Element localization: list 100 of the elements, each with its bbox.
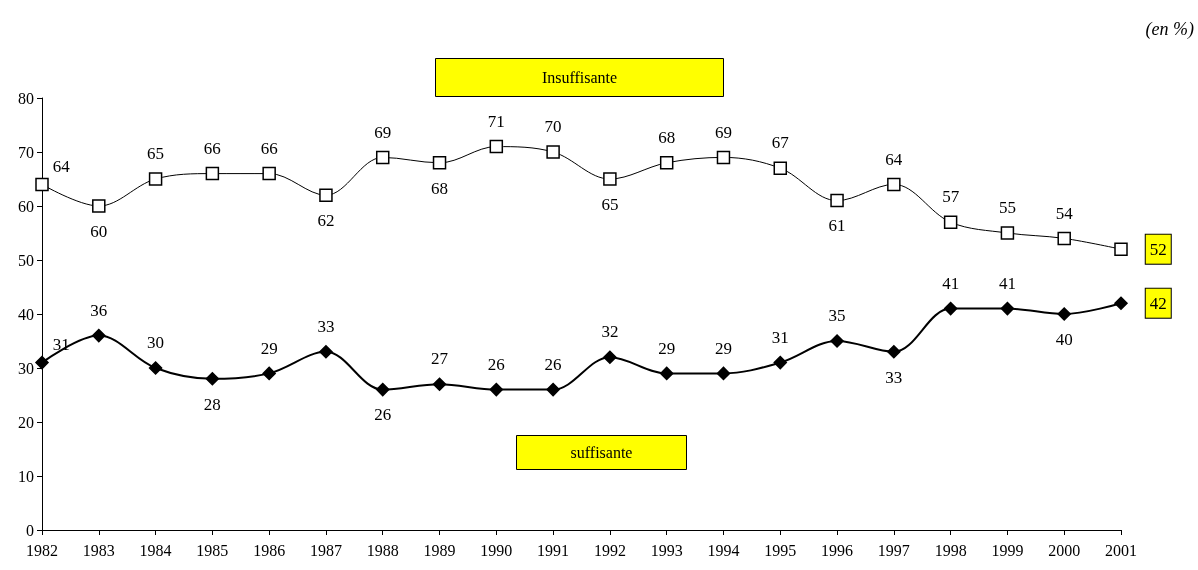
x-tick-label: 1982 [26, 541, 58, 559]
y-tick-label: 70 [18, 143, 34, 161]
point [205, 372, 220, 386]
x-tick-label: 1987 [309, 541, 342, 559]
point [716, 150, 731, 165]
x-tick-label: 1984 [139, 541, 172, 559]
x-tick-label: 1991 [537, 541, 570, 559]
point [148, 172, 163, 186]
data-label: 42 [1149, 293, 1167, 313]
point [1114, 242, 1128, 256]
x-tick-label: 1995 [764, 541, 797, 559]
point [148, 361, 163, 375]
point [489, 139, 504, 154]
data-label: 26 [374, 405, 392, 425]
point [35, 177, 49, 192]
y-tick-label: 0 [26, 521, 34, 539]
x-tick-label: 1994 [707, 541, 740, 559]
x-tick-label: 1997 [877, 541, 910, 559]
x-tick-label: 1990 [480, 541, 513, 559]
x-tick-label: 1983 [82, 541, 115, 559]
point [773, 161, 788, 175]
point [773, 355, 788, 370]
point [432, 156, 447, 170]
data-label: 41 [998, 273, 1016, 293]
data-label: 69 [374, 122, 392, 142]
data-label: 26 [544, 354, 562, 374]
point [319, 188, 333, 202]
point [659, 156, 674, 170]
point [716, 366, 731, 381]
x-tick-label: 1998 [934, 541, 967, 559]
point [1000, 226, 1015, 240]
data-label: 66 [203, 138, 221, 158]
point [1057, 231, 1071, 246]
point [1114, 296, 1128, 310]
text: Insuffisante [541, 69, 618, 86]
data-label: 31 [52, 335, 70, 355]
data-label: 41 [942, 273, 960, 293]
data-label: 61 [828, 216, 846, 236]
data-label: 60 [90, 221, 108, 241]
point [943, 301, 958, 316]
data-label: 28 [203, 394, 221, 414]
data-label: 52 [1149, 239, 1167, 259]
data-label: 36 [90, 300, 108, 320]
data-label: 68 [658, 128, 676, 148]
x-tick-label: 2001 [1105, 541, 1137, 559]
data-label: 33 [885, 367, 903, 387]
point [546, 382, 560, 397]
text: (en %) [1145, 19, 1195, 40]
point [319, 345, 333, 359]
data-label: 65 [147, 144, 165, 164]
data-label: 62 [317, 210, 335, 230]
y-tick-label: 20 [18, 413, 34, 431]
data-label: 65 [601, 194, 619, 214]
data-label: 30 [147, 333, 165, 353]
point [489, 382, 504, 397]
x-tick-label: 2000 [1048, 541, 1081, 559]
point [92, 199, 106, 213]
point [659, 366, 674, 381]
data-label: 70 [544, 117, 562, 137]
data-label: 40 [1055, 329, 1073, 349]
point [375, 150, 390, 165]
x-tick-label: 1999 [991, 541, 1024, 559]
x-tick-label: 1993 [650, 541, 683, 559]
point [262, 366, 276, 381]
point [603, 350, 617, 364]
y-tick-label: 50 [18, 251, 34, 269]
data-label: 57 [942, 187, 960, 207]
x-tick-label: 1986 [253, 541, 286, 559]
point [887, 345, 901, 359]
data-label: 26 [487, 354, 505, 374]
point [375, 382, 390, 397]
data-label: 69 [714, 122, 732, 142]
point [262, 166, 276, 181]
data-label: 66 [260, 138, 278, 158]
data-label: 67 [771, 133, 790, 153]
y-tick-label: 80 [18, 89, 34, 107]
point [887, 177, 901, 192]
point [603, 172, 617, 186]
point [35, 355, 49, 370]
point [1057, 307, 1071, 321]
point [546, 145, 560, 159]
data-label: 68 [431, 178, 449, 198]
y-tick-label: 40 [18, 305, 34, 323]
data-label: 64 [885, 149, 903, 169]
data-label: 35 [828, 306, 846, 326]
y-tick-label: 30 [18, 359, 34, 377]
point [205, 166, 220, 181]
data-label: 71 [487, 111, 505, 131]
x-tick-label: 1989 [423, 541, 456, 559]
data-label: 29 [260, 338, 278, 358]
point [943, 215, 958, 229]
point [1000, 301, 1015, 316]
point [92, 328, 106, 343]
data-label: 55 [998, 198, 1016, 218]
data-label: 27 [431, 349, 449, 369]
point [830, 193, 844, 208]
data-label: 31 [771, 327, 789, 347]
x-tick-label: 1988 [366, 541, 399, 559]
data-label: 32 [601, 322, 619, 342]
data-label: 29 [658, 338, 676, 358]
